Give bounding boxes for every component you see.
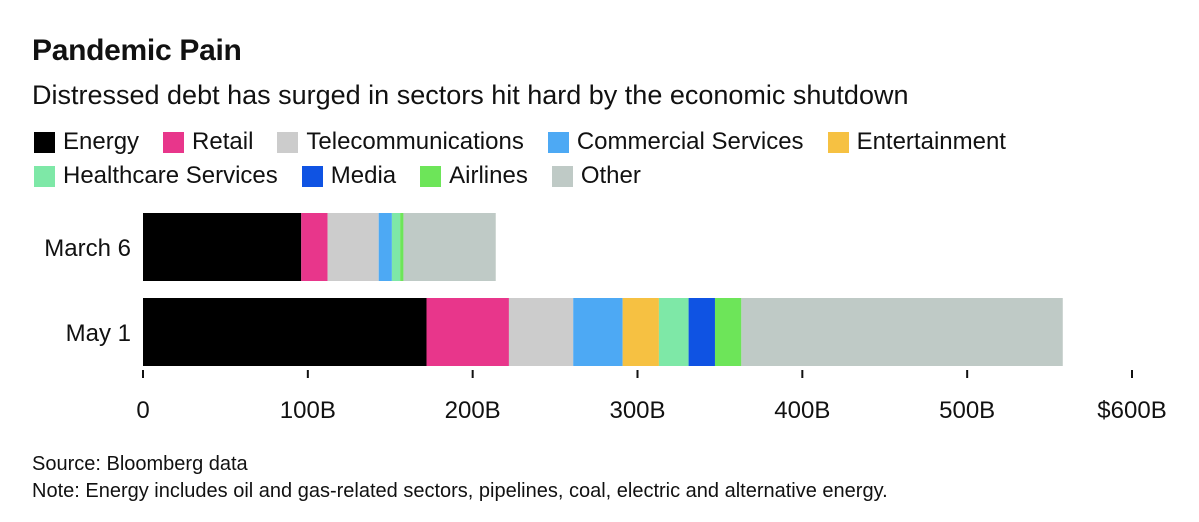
legend-label: Retail: [192, 128, 254, 155]
legend-item: Energy: [34, 128, 139, 156]
legend-swatch: [34, 131, 55, 153]
legend-label: Healthcare Services: [63, 162, 278, 189]
legend-label: Entertainment: [856, 128, 1006, 155]
x-tick-label: 400B: [774, 397, 830, 424]
bar-segment: [426, 298, 509, 366]
legend-swatch: [420, 165, 442, 187]
legend-item: Telecommunications: [277, 128, 524, 156]
legend-swatch: [827, 131, 849, 153]
legend-swatch: [163, 131, 185, 153]
legend-swatch: [34, 165, 55, 187]
bar-segment: [327, 213, 379, 281]
legend-item: Commercial Services: [547, 128, 804, 156]
legend-label: Media: [330, 162, 397, 189]
bar-segment: [688, 298, 715, 366]
legend-label: Energy: [63, 128, 140, 155]
legend-label: Other: [580, 162, 641, 189]
legend-swatch: [277, 131, 299, 153]
bar-segment: [622, 298, 659, 366]
legend-item: Healthcare Services: [34, 162, 278, 190]
legend-swatch: [301, 165, 323, 187]
bar-segment: [403, 213, 496, 281]
bar-segment: [573, 298, 623, 366]
bar-segment: [378, 213, 392, 281]
bar-segment: [301, 213, 328, 281]
legend-label: Airlines: [449, 162, 528, 189]
bar-segment: [143, 298, 427, 366]
legend-item: Airlines: [420, 162, 528, 190]
x-tick-label: 100B: [280, 397, 336, 424]
category-label: May 1: [66, 320, 131, 347]
legend-item: Entertainment: [827, 128, 1006, 156]
bar-segment: [508, 298, 574, 366]
bar-segment: [714, 298, 742, 366]
legend-row-1: Energy Retail Telecommunications Commercial…: [34, 128, 1184, 156]
x-tick-label: 0: [136, 397, 149, 424]
legend-label: Telecommunications: [306, 128, 524, 155]
x-tick-label: 300B: [609, 397, 665, 424]
bar-segment: [400, 213, 404, 281]
x-tick-label: $600B: [1097, 397, 1166, 424]
bar-segment: [391, 213, 401, 281]
legend-item: Retail: [163, 128, 253, 156]
legend-swatch: [547, 131, 569, 153]
bar-segment: [741, 298, 1063, 366]
stacked-bar-chart: March 6 May 1 0 100B 200B 300B 400B 500B $600B: [44, 213, 1167, 424]
bar-segment: [143, 213, 302, 281]
legend-item: Other: [551, 162, 641, 190]
chart-title: Pandemic Pain: [32, 34, 242, 67]
legend-item: Media: [301, 162, 397, 190]
category-label: March 6: [44, 235, 131, 262]
x-tick-label: 500B: [939, 397, 995, 424]
legend-row-2: Healthcare Services Media Airlines Other: [34, 162, 1184, 190]
legend-swatch: [551, 165, 573, 187]
source-note: Source: Bloomberg data: [32, 453, 248, 475]
legend-label: Commercial Services: [576, 128, 804, 155]
chart-subtitle: Distressed debt has surged in sectors hi…: [32, 80, 909, 110]
footnote: Note: Energy includes oil and gas-relate…: [32, 480, 888, 502]
bar-segment: [658, 298, 689, 366]
x-tick-label: 200B: [445, 397, 501, 424]
